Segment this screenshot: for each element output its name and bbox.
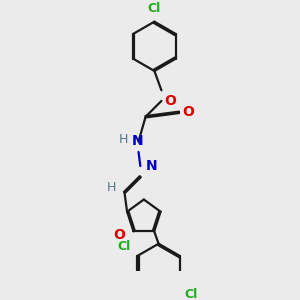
- Text: Cl: Cl: [184, 288, 198, 300]
- Text: Cl: Cl: [117, 239, 130, 253]
- Text: H: H: [106, 181, 116, 194]
- Text: Cl: Cl: [148, 2, 161, 16]
- Text: N: N: [146, 159, 157, 173]
- Text: O: O: [113, 228, 125, 242]
- Text: N: N: [132, 134, 143, 148]
- Text: O: O: [164, 94, 176, 108]
- Text: O: O: [183, 105, 194, 119]
- Text: H: H: [118, 133, 128, 146]
